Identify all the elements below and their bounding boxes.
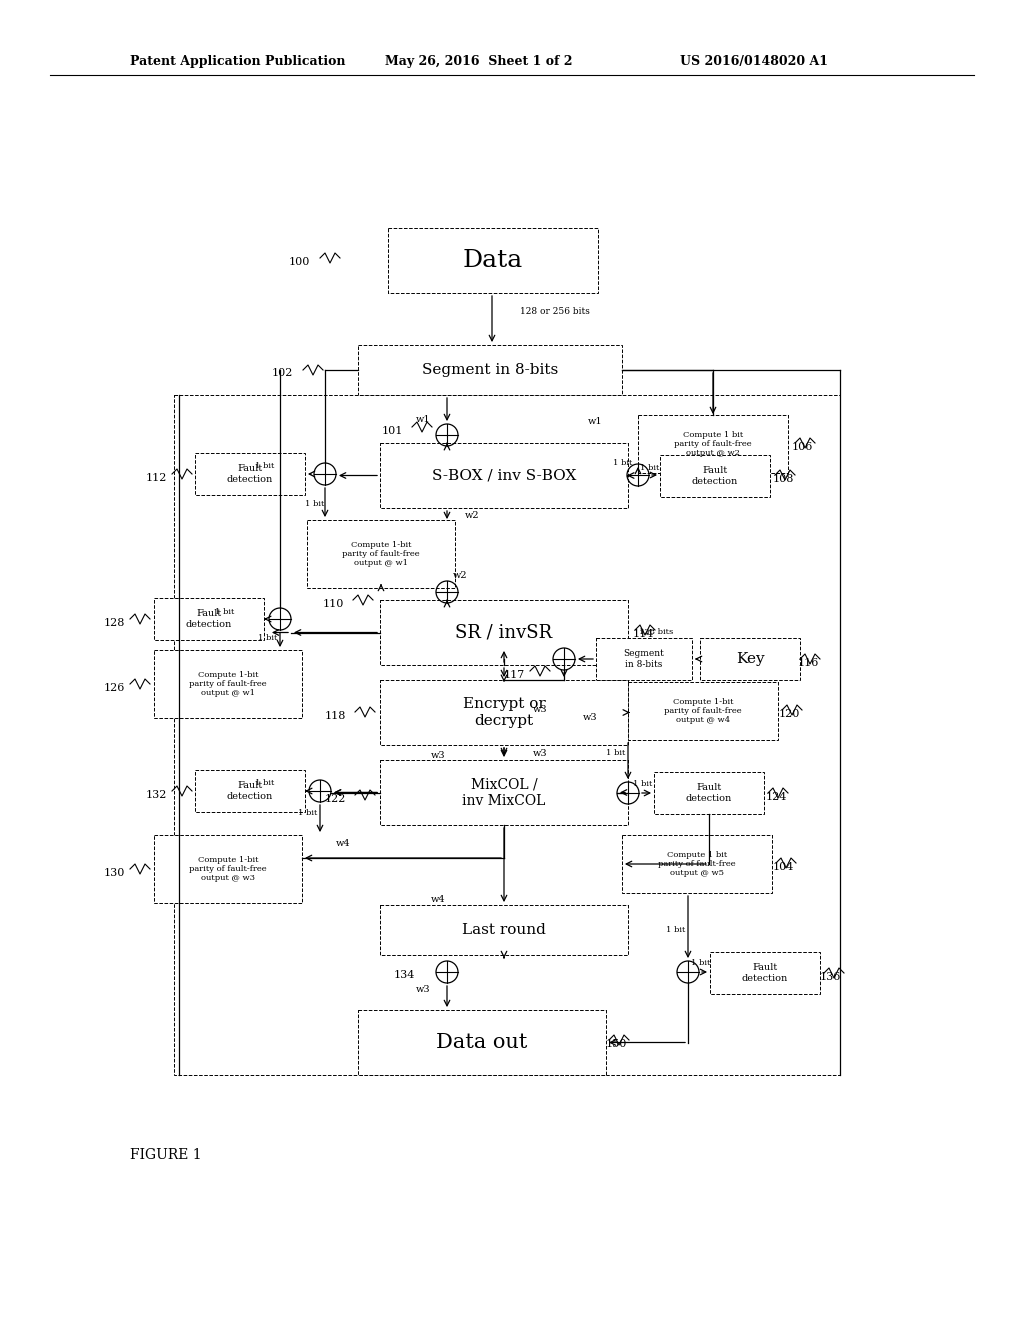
Text: Compute 1 bit
parity of fault-free
output @ w5: Compute 1 bit parity of fault-free outpu… xyxy=(658,851,736,878)
Text: w2: w2 xyxy=(465,511,479,520)
Text: Data out: Data out xyxy=(436,1034,527,1052)
Text: 132: 132 xyxy=(145,789,167,800)
Text: 110: 110 xyxy=(323,599,344,609)
Text: 1 bit: 1 bit xyxy=(258,634,278,642)
Text: Key: Key xyxy=(735,652,764,667)
Text: Fault
detection: Fault detection xyxy=(692,466,738,486)
Bar xyxy=(195,453,305,495)
Text: 1 bit: 1 bit xyxy=(640,465,659,473)
Bar xyxy=(628,682,778,741)
Text: Fault
detection: Fault detection xyxy=(741,964,788,982)
Text: 116: 116 xyxy=(798,657,819,668)
Bar xyxy=(358,345,622,395)
Text: 108: 108 xyxy=(773,474,795,484)
Text: 126: 126 xyxy=(103,682,125,693)
Text: Fault
detection: Fault detection xyxy=(227,781,273,801)
Bar xyxy=(654,772,764,814)
Text: w2: w2 xyxy=(453,572,468,581)
Text: 1 bit: 1 bit xyxy=(215,609,234,616)
Bar xyxy=(388,228,598,293)
Text: S-BOX / inv S-BOX: S-BOX / inv S-BOX xyxy=(432,469,577,483)
Bar xyxy=(195,770,305,812)
Text: 106: 106 xyxy=(792,442,813,451)
Bar xyxy=(380,680,628,744)
Text: 104: 104 xyxy=(773,862,795,873)
Text: May 26, 2016  Sheet 1 of 2: May 26, 2016 Sheet 1 of 2 xyxy=(385,55,572,69)
Bar xyxy=(307,520,455,587)
Text: w3: w3 xyxy=(583,713,597,722)
Text: 136: 136 xyxy=(820,972,842,982)
Bar xyxy=(700,638,800,680)
Text: 118: 118 xyxy=(325,711,346,721)
Bar xyxy=(380,760,628,825)
Text: 150: 150 xyxy=(606,1039,628,1049)
Text: 130: 130 xyxy=(103,869,125,878)
Text: 128 or 256 bits: 128 or 256 bits xyxy=(520,308,590,317)
Text: w1: w1 xyxy=(416,416,430,425)
Text: 112: 112 xyxy=(145,473,167,483)
Text: 120: 120 xyxy=(779,709,801,719)
Text: Fault
detection: Fault detection xyxy=(227,465,273,483)
Text: Segment
in 8-bits: Segment in 8-bits xyxy=(624,649,665,669)
Text: w4: w4 xyxy=(430,895,445,904)
Text: Fault
detection: Fault detection xyxy=(186,610,232,628)
Bar xyxy=(710,952,820,994)
Text: 1 bit: 1 bit xyxy=(305,500,325,508)
Text: w4: w4 xyxy=(336,838,350,847)
Text: Compute 1-bit
parity of fault-free
output @ w4: Compute 1-bit parity of fault-free outpu… xyxy=(665,698,741,725)
Text: 1 bit: 1 bit xyxy=(606,748,626,756)
Text: US 2016/0148020 A1: US 2016/0148020 A1 xyxy=(680,55,828,69)
Bar xyxy=(622,836,772,894)
Text: 1 bit: 1 bit xyxy=(613,459,633,467)
Bar xyxy=(154,836,302,903)
Text: Last round: Last round xyxy=(462,923,546,937)
Text: 1 bit: 1 bit xyxy=(667,927,686,935)
Text: 1 bit: 1 bit xyxy=(298,809,317,817)
Text: Encrypt or
decrypt: Encrypt or decrypt xyxy=(463,697,546,727)
Text: w3: w3 xyxy=(532,705,547,714)
Bar xyxy=(358,1010,606,1074)
Text: FIGURE 1: FIGURE 1 xyxy=(130,1148,202,1162)
Text: MixCOL /
inv MixCOL: MixCOL / inv MixCOL xyxy=(462,777,546,808)
Text: 1 bit: 1 bit xyxy=(255,779,274,787)
Text: 128: 128 xyxy=(103,618,125,628)
Text: w1: w1 xyxy=(588,417,602,426)
Bar xyxy=(596,638,692,680)
Text: 122: 122 xyxy=(325,795,346,804)
Text: 124: 124 xyxy=(766,792,787,803)
Bar xyxy=(380,601,628,665)
Text: SR / invSR: SR / invSR xyxy=(456,623,553,642)
Text: Compute 1-bit
parity of fault-free
output @ w1: Compute 1-bit parity of fault-free outpu… xyxy=(342,541,420,568)
Text: 134: 134 xyxy=(393,970,415,979)
Bar xyxy=(174,395,840,1074)
Text: 102: 102 xyxy=(271,368,293,378)
Bar xyxy=(638,414,788,473)
Text: Compute 1-bit
parity of fault-free
output @ w3: Compute 1-bit parity of fault-free outpu… xyxy=(189,855,267,882)
Text: 100: 100 xyxy=(289,257,310,267)
Text: 128 bits: 128 bits xyxy=(639,628,673,636)
Text: w3: w3 xyxy=(416,986,430,994)
Text: 1 bit: 1 bit xyxy=(633,780,652,788)
Text: 117: 117 xyxy=(504,671,525,680)
Bar xyxy=(380,906,628,954)
Bar xyxy=(154,649,302,718)
Bar xyxy=(660,455,770,498)
Bar xyxy=(154,598,264,640)
Text: Segment in 8-bits: Segment in 8-bits xyxy=(422,363,558,378)
Text: Compute 1 bit
parity of fault-free
output @ w2: Compute 1 bit parity of fault-free outpu… xyxy=(674,430,752,457)
Text: w3: w3 xyxy=(430,751,445,759)
Text: 1 bit: 1 bit xyxy=(691,960,711,968)
Text: 1 bit: 1 bit xyxy=(255,462,274,470)
Bar xyxy=(380,444,628,508)
Text: Data: Data xyxy=(463,249,523,272)
Text: 114: 114 xyxy=(633,630,654,639)
Text: Fault
detection: Fault detection xyxy=(686,783,732,803)
Text: w3: w3 xyxy=(532,750,547,759)
Text: Patent Application Publication: Patent Application Publication xyxy=(130,55,345,69)
Text: Compute 1-bit
parity of fault-free
output @ w1: Compute 1-bit parity of fault-free outpu… xyxy=(189,671,267,697)
Text: 101: 101 xyxy=(382,426,403,436)
